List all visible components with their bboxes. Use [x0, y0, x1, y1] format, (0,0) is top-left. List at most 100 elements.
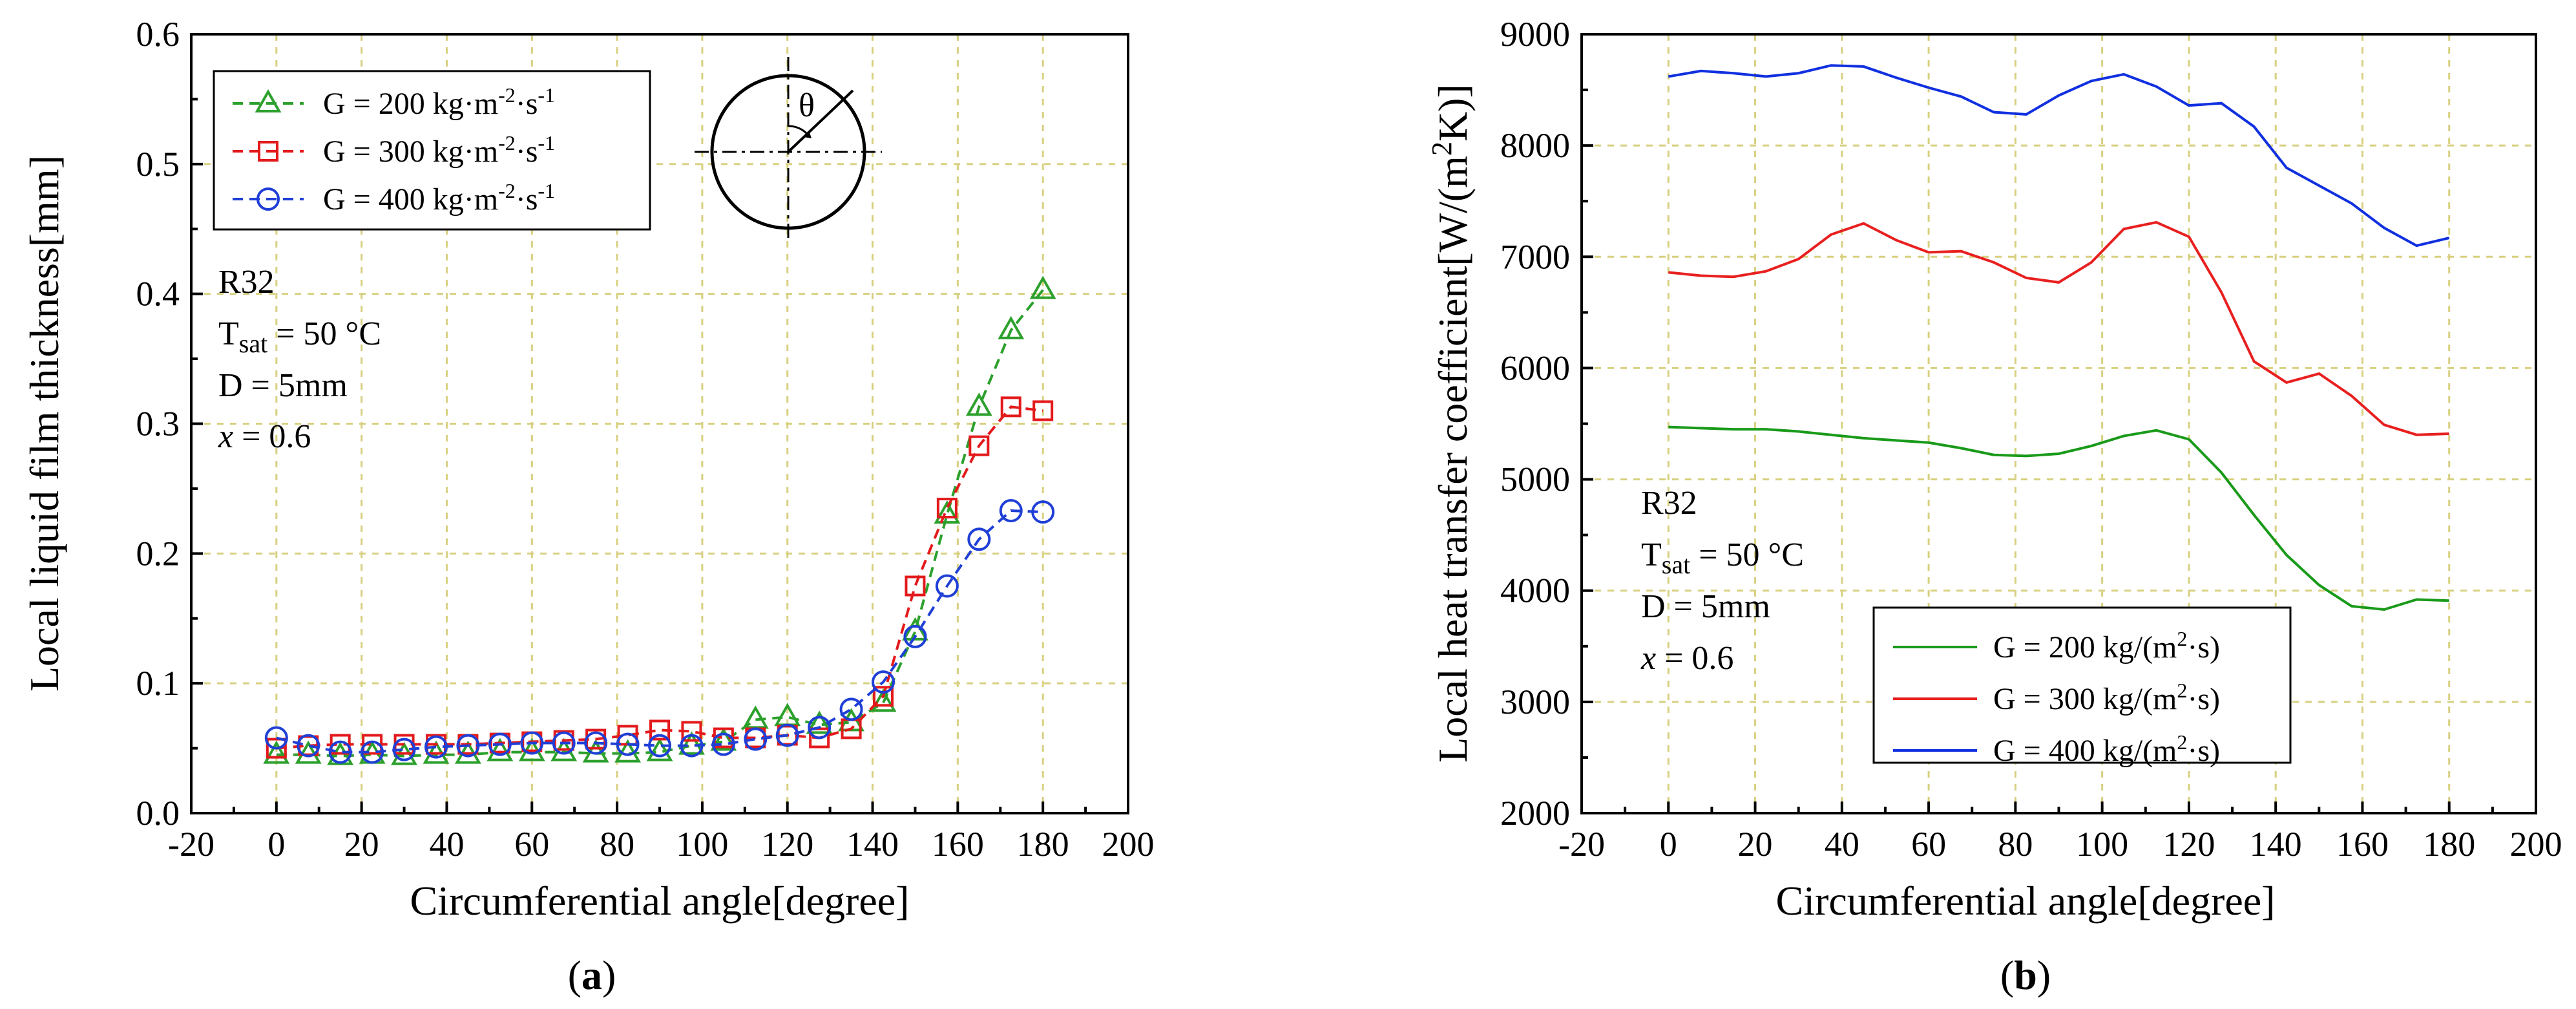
panel-a-data-point [872, 670, 895, 694]
panel-b-legend: G = 200 kg/(m2·s) G = 300 kg/(m2·s) G = 40… [1872, 606, 2292, 768]
panel-a-x-tick-label: 20 [344, 825, 379, 864]
panel-a-data-point [1032, 400, 1054, 421]
panel-b-series-line [1668, 220, 2449, 436]
panel-a-legend-marker-icon [255, 89, 282, 112]
panel-b-caption: (b) [2000, 952, 2051, 998]
panel-a-legend-label: G = 400 kg·m-2·s-1 [323, 179, 555, 217]
panel-a-data-point [584, 731, 608, 755]
panel-b-y-axis-label: Local heat transfer coefficient[W/(m2K)] [1426, 84, 1476, 763]
panel-a-data-point [424, 735, 448, 759]
panel-a-data-point [263, 740, 290, 764]
panel-a-data-point [905, 575, 926, 597]
tube-cross-section-diagram: θ [695, 57, 882, 239]
panel-a-y-axis-label: Local liquid film thickness[mm] [21, 155, 67, 692]
panel-a-data-point [998, 315, 1025, 339]
panel-a-data-point [806, 710, 833, 734]
panel-a-data-point [873, 686, 894, 707]
panel-a-y-tick-label: 0.1 [136, 664, 180, 703]
panel-b-ticks: -20 0 20 40 60 80 100 120 140 160 180 200 2000 3000 40… [1500, 15, 2562, 864]
panel-a-tsat-label: Tsat = 50 °C [218, 315, 381, 358]
panel-b-legend-label: G = 400 kg/(m2·s) [1993, 730, 2220, 768]
panel-b-fluid-label: R32 [1641, 485, 1697, 522]
panel-a-series-circle [264, 499, 1055, 764]
panel-a-data-point [362, 734, 383, 755]
panel-a-data-point [965, 392, 992, 416]
panel-b-y-tick-label: 2000 [1500, 794, 1570, 833]
panel-a-chart: -20 0 20 40 60 80 100 120 140 160 180 200 0.0 0.1 0.2 0… [21, 15, 1155, 998]
panel-b-x-axis-label: Circumferential angle[degree] [1776, 878, 2276, 924]
panel-a-x-tick-label: 60 [514, 825, 549, 864]
panel-b-diameter-label: D = 5mm [1641, 588, 1770, 625]
panel-a-data-point [614, 739, 642, 763]
panel-a-data-point [809, 727, 830, 749]
panel-a-data-point [1031, 500, 1055, 524]
panel-b-y-tick-label: 8000 [1500, 126, 1570, 165]
panel-a-data-point [295, 740, 322, 764]
panel-a-data-point [934, 500, 961, 524]
panel-a-data-point [870, 688, 897, 712]
panel-a-caption: (a) [568, 952, 616, 998]
panel-a-data-point [552, 731, 576, 755]
panel-b-x-tick-label: 120 [2162, 825, 2215, 864]
panel-b-y-tick-label: 9000 [1500, 15, 1570, 54]
panel-b-x-tick-label: -20 [1558, 825, 1605, 864]
panel-a-x-tick-label: 200 [1102, 825, 1155, 864]
panel-b-legend-box [1872, 606, 2292, 764]
panel-b-x-tick-label: 40 [1825, 825, 1859, 864]
panel-b-y-tick-label: 5000 [1500, 460, 1570, 499]
panel-a-x-tick-label: 40 [429, 825, 464, 864]
panel-a-x-tick-label: 140 [846, 825, 899, 864]
panel-a-data-point [646, 738, 673, 761]
panel-a-data-point [328, 740, 352, 764]
panel-a-series-square [266, 396, 1054, 759]
panel-a-legend-marker-icon [257, 187, 280, 211]
panel-b-quality-label: x = 0.6 [1640, 640, 1733, 677]
panel-b-legend-label: G = 200 kg/(m2·s) [1993, 627, 2220, 664]
panel-b-x-tick-label: 20 [1738, 825, 1773, 864]
panel-a-gridlines [191, 34, 1128, 813]
panel-a-x-tick-label: 100 [676, 825, 728, 864]
panel-a-data-point [775, 723, 799, 747]
panel-a-data-point [681, 721, 702, 742]
panel-b-series-line [1668, 64, 2450, 248]
panel-a-legend-marker-icon [258, 141, 278, 162]
panel-a-data-point [1000, 396, 1021, 418]
panel-a-data-point [808, 716, 832, 739]
panel-a-data-point [969, 435, 990, 456]
panel-a-x-axis-label: Circumferential angle[degree] [410, 878, 910, 924]
panel-b-chart: -20 0 20 40 60 80 100 120 140 160 180 200 2000 3000 40… [1426, 15, 2562, 998]
panel-b-y-tick-label: 7000 [1500, 237, 1570, 276]
panel-b-x-tick-label: 80 [1998, 825, 2033, 864]
panel-a-legend-label: G = 300 kg·m-2·s-1 [323, 131, 555, 169]
panel-a-data-point [649, 719, 670, 741]
angle-radius-line [787, 89, 854, 153]
panel-b-series [1668, 64, 2450, 611]
theta-arrow-icon [804, 131, 812, 138]
panel-a-data-point [744, 727, 768, 751]
panel-a-y-tick-label: 0.2 [136, 534, 180, 573]
panel-b-x-tick-label: 160 [2336, 825, 2389, 864]
panel-a-legend-label: G = 200 kg·m-2·s-1 [323, 83, 555, 121]
panel-b-y-tick-label: 4000 [1500, 571, 1570, 610]
panel-b-x-tick-label: 180 [2423, 825, 2475, 864]
panel-a-data-point [266, 738, 287, 759]
panel-a-data-point [711, 732, 735, 756]
panel-a-quality-label: x = 0.6 [218, 418, 311, 455]
panel-a-annotations: R32 Tsat = 50 °C D = 5mm x = 0.6 [218, 264, 381, 455]
panel-a-data-point [710, 727, 737, 751]
theta-arc [788, 125, 809, 136]
panel-a-data-point [935, 574, 959, 598]
panel-a-data-point [648, 734, 671, 758]
panel-b-x-tick-label: 140 [2250, 825, 2302, 864]
panel-a-data-point [680, 734, 704, 758]
panel-a-series-triangle [263, 275, 1056, 765]
panel-a-y-tick-label: 0.6 [136, 15, 180, 54]
panel-b-legend-label: G = 300 kg/(m2·s) [1993, 679, 2220, 716]
panel-a-data-point [936, 498, 958, 519]
panel-a-data-point [903, 624, 927, 648]
panel-a-x-tick-label: 80 [600, 825, 634, 864]
panel-a-series [263, 275, 1056, 765]
panel-b-y-tick-label: 6000 [1500, 348, 1570, 387]
panel-b-y-tick-label: 3000 [1500, 683, 1570, 721]
